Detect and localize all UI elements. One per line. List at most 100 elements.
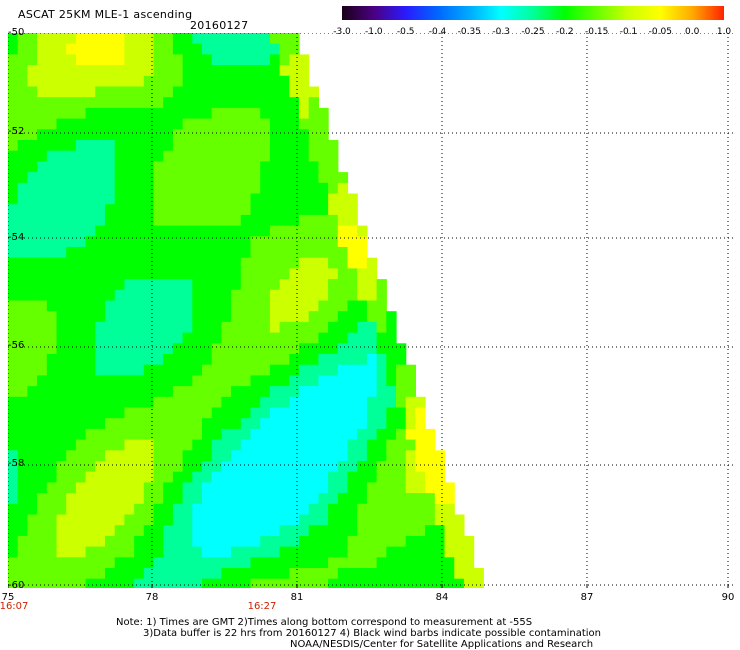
data-cell [202,354,213,366]
data-cell [105,578,116,588]
data-cell [328,439,339,451]
data-cell [114,450,125,462]
data-cell [143,525,155,537]
data-cell [425,514,436,526]
data-cell [37,321,48,334]
data-cell [308,150,319,162]
data-cell [182,97,193,109]
data-cell [153,450,164,462]
data-cell [124,247,135,259]
data-cell [299,65,310,77]
data-cell [56,289,67,302]
data-cell [46,525,58,537]
colorbar-label: -0.15 [585,27,609,37]
data-cell [172,75,184,88]
data-cell [366,268,378,280]
data-cell [269,546,281,558]
data-cell [376,461,387,473]
data-cell [163,354,174,366]
data-cell [124,546,135,558]
data-cell [143,54,155,66]
data-cell [308,407,319,419]
data-cell [279,311,290,323]
data-cell [299,557,310,569]
data-cell [17,364,28,376]
data-cell [85,514,96,526]
data-cell [405,514,416,526]
data-cell [95,172,106,184]
data-cell [153,129,164,141]
data-cell [75,54,87,66]
data-cell [366,439,378,451]
data-cell [163,140,174,152]
data-cell [124,375,135,387]
data-cell [328,418,339,430]
data-cell [56,461,67,473]
data-cell [85,257,96,269]
data-cell [134,557,145,569]
data-cell [231,150,242,162]
data-cell [182,407,193,419]
data-cell [182,193,193,205]
data-cell [56,129,67,141]
data-cell [250,289,261,302]
data-cell [357,386,368,398]
data-cell [17,482,28,494]
data-cell [56,332,67,344]
data-cell [396,471,407,483]
data-cell [172,140,184,152]
data-cell [376,568,387,580]
data-cell [211,557,222,569]
data-cell [56,418,67,430]
data-cell [250,439,261,451]
data-cell [357,493,368,505]
data-cell [347,557,358,569]
data-cell [105,439,116,451]
data-cell [318,193,329,205]
data-cell [260,418,271,430]
data-cell [318,321,329,334]
data-cell [357,557,368,569]
data-cell [425,546,436,558]
data-cell [386,578,397,588]
data-cell [337,418,349,430]
data-cell [269,557,281,569]
data-cell [172,503,184,516]
data-cell [444,568,455,580]
data-cell [221,150,232,162]
data-cell [46,247,58,259]
data-cell [289,578,300,588]
data-cell [153,247,164,259]
data-cell [66,43,77,55]
data-cell [153,557,164,569]
data-cell [425,482,436,494]
data-cell [182,578,193,588]
data-cell [182,75,193,88]
data-cell [260,568,271,580]
data-cell [114,578,125,588]
data-cell [182,332,193,344]
data-cell [221,482,232,494]
data-cell [37,300,48,312]
data-cell [269,150,281,162]
data-cell [153,118,164,130]
data-cell [211,65,222,77]
data-cell [337,172,349,184]
data-cell [37,439,48,451]
data-cell [308,439,319,451]
data-cell [347,257,358,269]
data-cell [328,236,339,248]
data-cell [46,150,58,162]
data-cell [163,107,174,120]
data-cell [27,236,38,248]
data-cell [134,279,145,291]
data-cell [17,140,28,152]
data-cell [250,129,261,141]
data-cell [289,118,300,130]
data-cell [172,557,184,569]
data-cell [415,418,426,430]
data-cell [134,493,145,505]
data-cell [347,461,358,473]
data-cell [8,461,19,473]
data-cell [172,214,184,227]
